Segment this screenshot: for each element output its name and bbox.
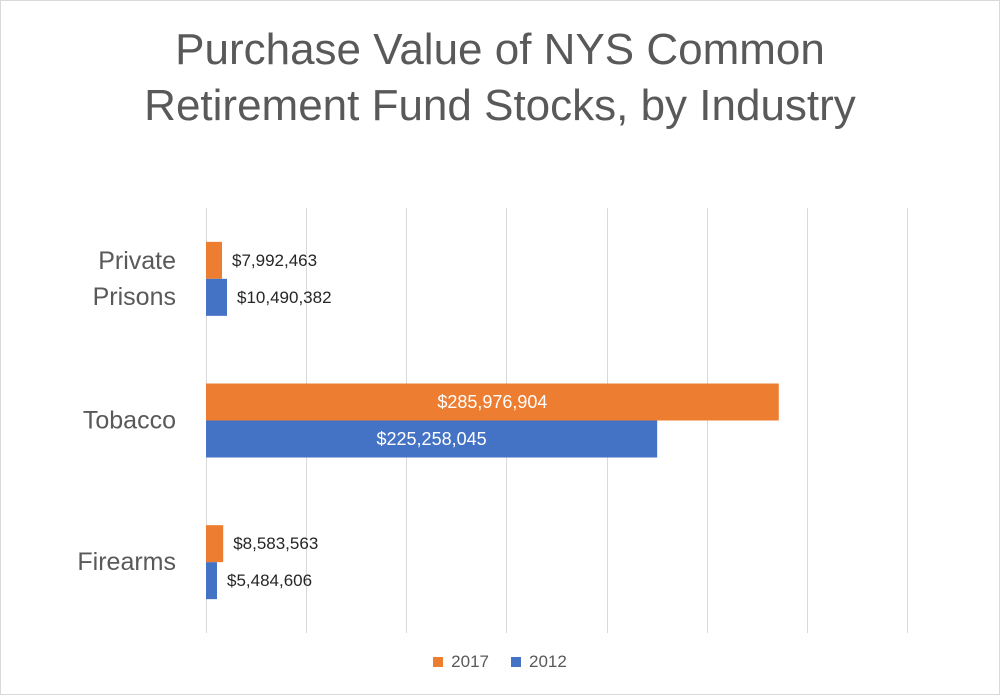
category-label: Private xyxy=(98,247,176,275)
legend-label-2012: 2012 xyxy=(529,652,567,671)
data-label: $5,484,606 xyxy=(227,571,312,590)
bar-2012 xyxy=(206,278,228,316)
chart-title-line-2: Retirement Fund Stocks, by Industry xyxy=(144,81,856,130)
legend-swatch-2012 xyxy=(511,657,521,667)
bar-2017 xyxy=(206,525,224,563)
category-label: Prisons xyxy=(93,283,176,311)
legend-item-2017: 2017 xyxy=(433,652,489,672)
category-label: Firearms xyxy=(77,548,176,576)
category-label: Tobacco xyxy=(83,407,176,435)
bar-2012 xyxy=(206,420,658,458)
legend-swatch-2017 xyxy=(433,657,444,667)
bar-2017 xyxy=(206,241,223,279)
data-label: $10,490,382 xyxy=(237,288,332,307)
data-label: $7,992,463 xyxy=(232,251,317,270)
legend-label-2017: 2017 xyxy=(451,652,489,671)
data-label: $225,258,045 xyxy=(377,429,487,449)
chart-title: Purchase Value of NYS Common Retirement … xyxy=(0,22,1000,134)
legend: 2017 2012 xyxy=(0,652,1000,672)
legend-item-2012: 2012 xyxy=(511,652,567,672)
chart-title-line-1: Purchase Value of NYS Common xyxy=(175,25,825,74)
bar-2012 xyxy=(206,562,217,600)
bar-2017 xyxy=(206,383,779,421)
data-label: $8,583,563 xyxy=(233,534,318,553)
data-label: $285,976,904 xyxy=(437,392,547,412)
